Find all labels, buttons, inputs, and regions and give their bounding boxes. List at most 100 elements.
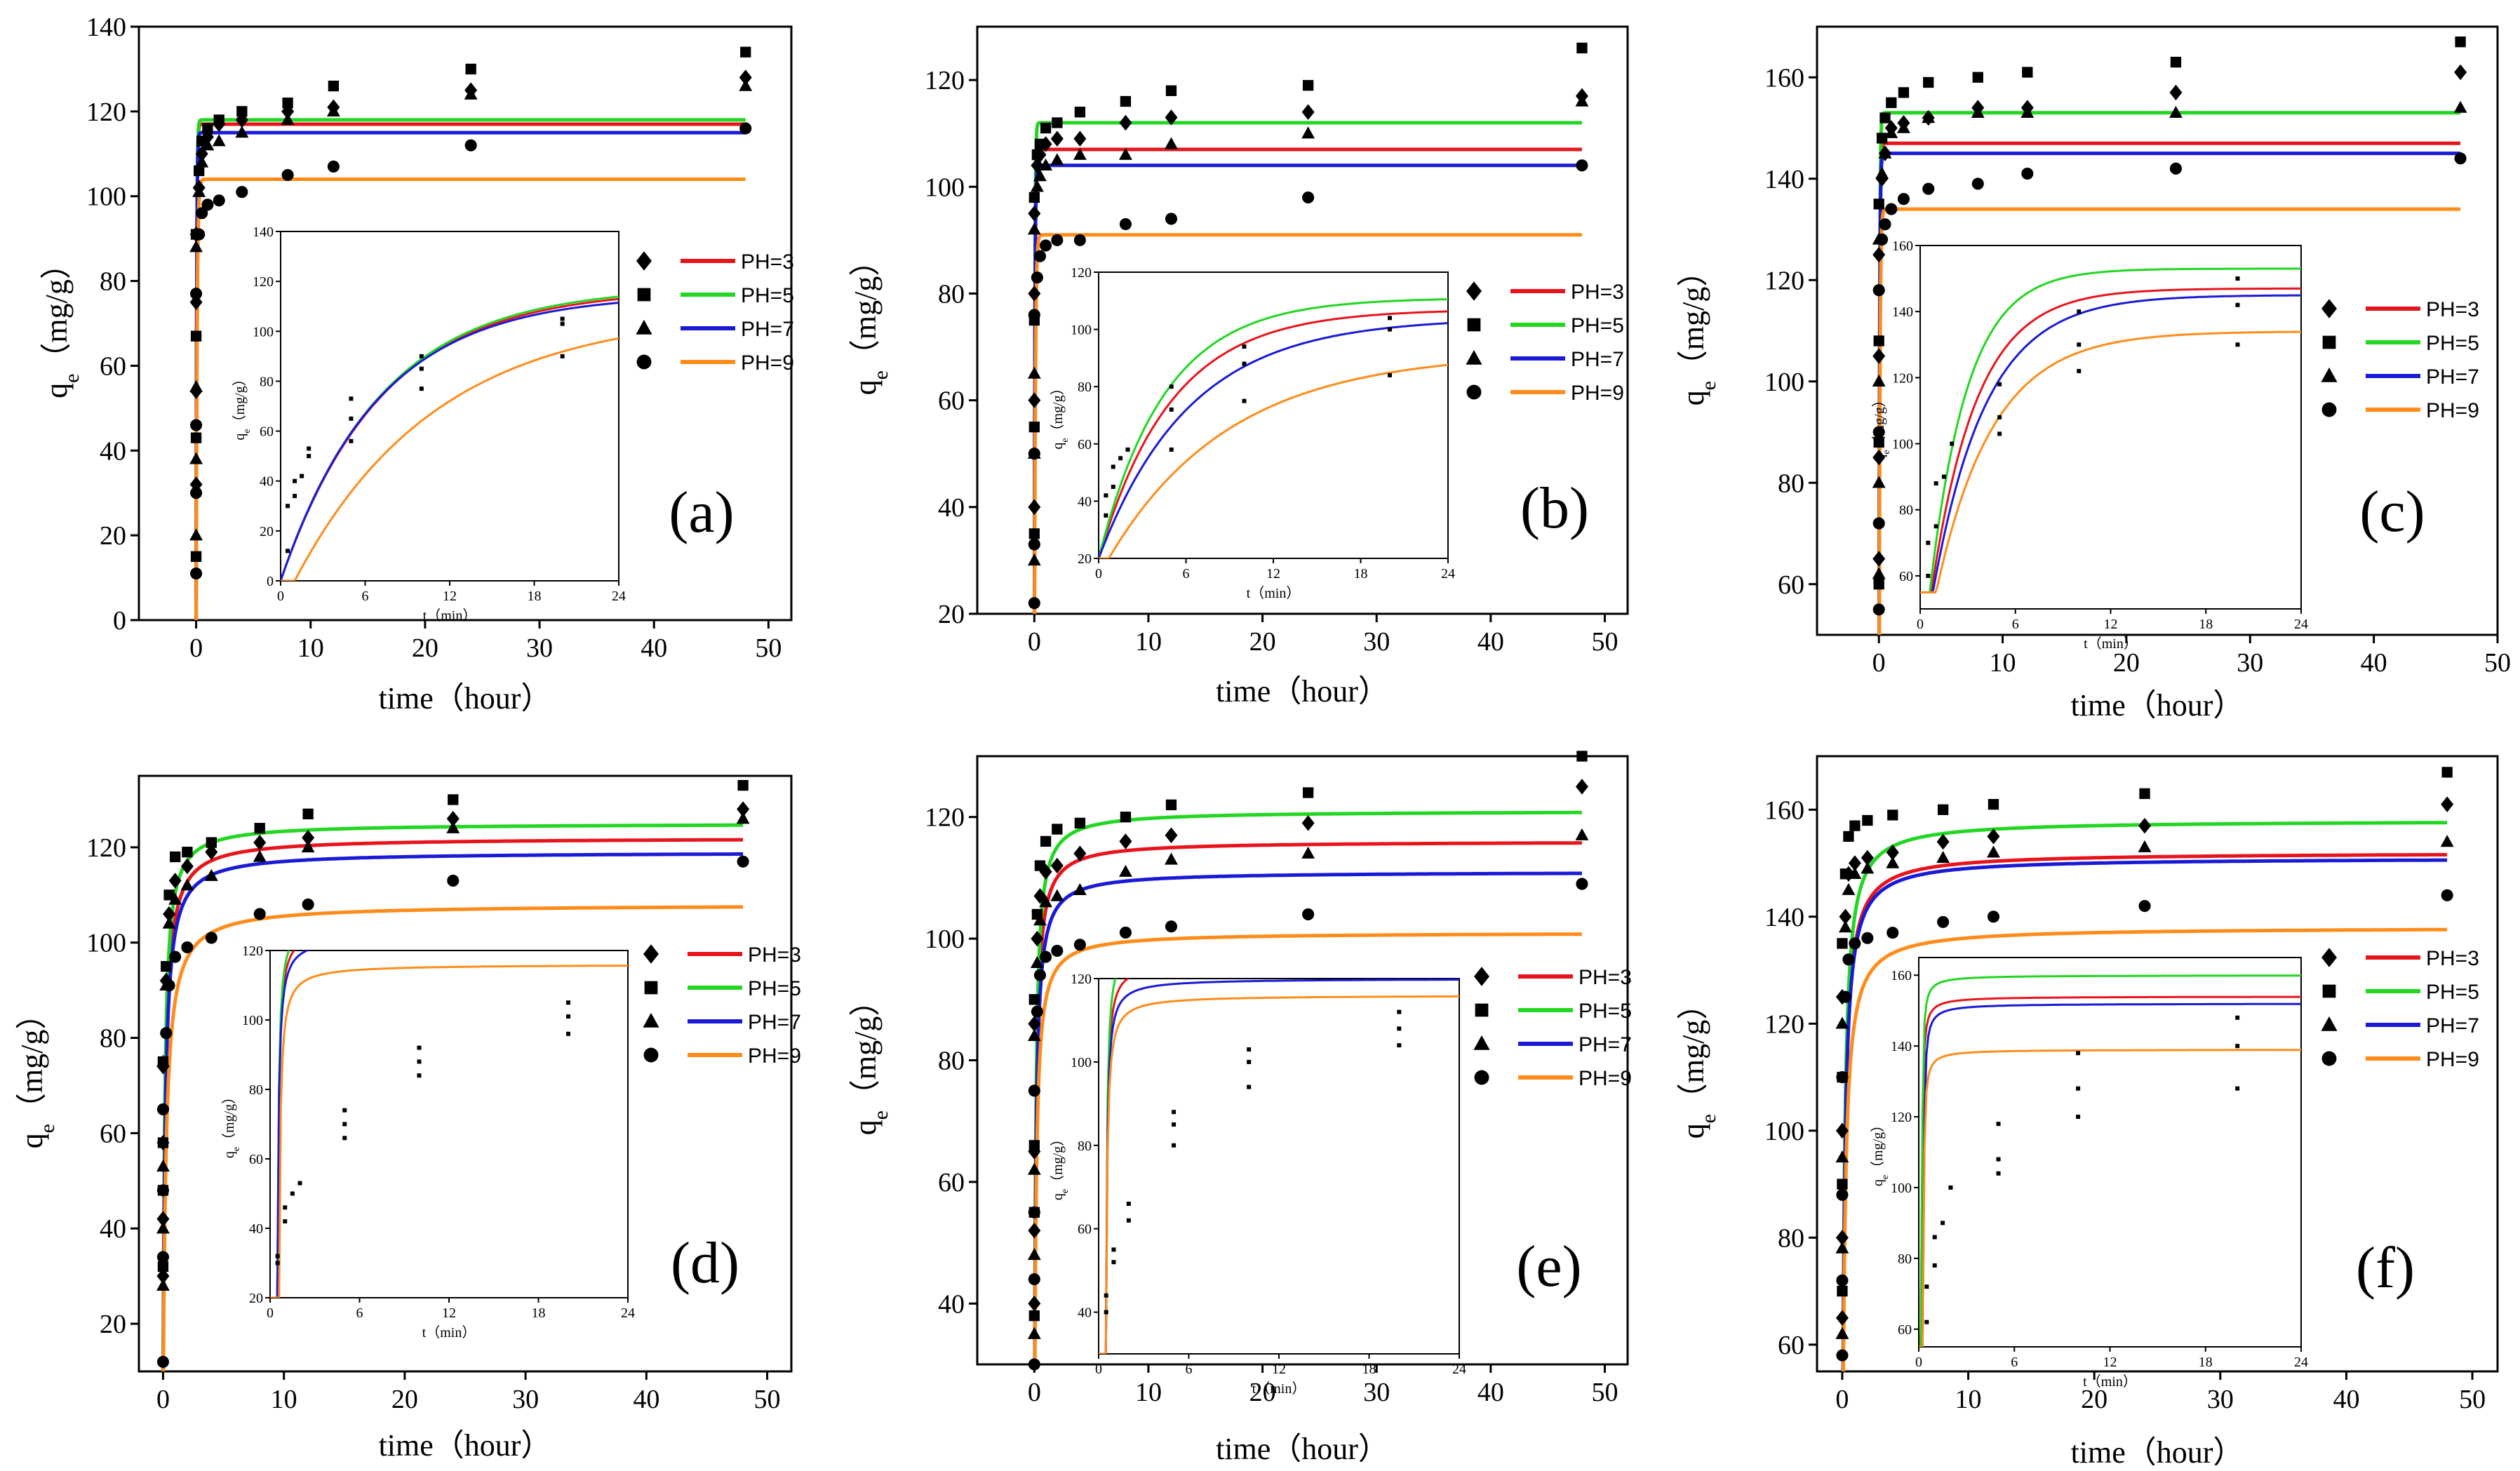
inset-fit-ph5 (1919, 974, 2301, 1347)
legend: PH=3 PH=5 PH=7 PH=9 (2321, 298, 2479, 422)
data-point-ph7 (1165, 852, 1178, 865)
data-point-ph5 (1120, 95, 1132, 107)
legend-marker-ph7 (1473, 1035, 1490, 1050)
inset-x-tick-label: 0 (267, 1305, 274, 1321)
inset-fit-ph9 (1099, 363, 1448, 558)
inset-data-point (417, 1073, 422, 1078)
fit-line-ph9 (194, 177, 746, 620)
data-point-ph7 (1073, 147, 1087, 160)
y-tick-label: 140 (86, 13, 126, 42)
inset-data-point (419, 387, 424, 391)
y-tick-label: 60 (100, 1119, 126, 1148)
data-point-ph7 (1884, 126, 1898, 138)
data-point-ph5 (1873, 335, 1884, 347)
y-tick-label: 40 (100, 1214, 126, 1244)
data-point-ph3 (1835, 1230, 1849, 1246)
data-point-ph9 (190, 567, 203, 580)
inset-data-point (1125, 447, 1130, 452)
data-point-ph7 (464, 87, 478, 100)
data-point-ph5 (1031, 149, 1043, 161)
data-point-ph9 (1028, 1206, 1040, 1218)
inset-data-point (1933, 481, 1938, 486)
inset-data-point (1169, 384, 1174, 389)
inset-data-point (342, 1136, 347, 1141)
panel-label: (d) (671, 1230, 739, 1296)
data-point-ph5 (465, 63, 476, 75)
legend-label: PH=3 (1579, 966, 1632, 989)
inset-x-tick-label: 12 (1266, 566, 1280, 582)
y-axis-title-q: q (848, 1120, 883, 1135)
data-point-ph9 (1836, 1274, 1849, 1287)
data-points (1835, 767, 2454, 1362)
legend: PH=3 PH=5 PH=7 PH=9 (1473, 966, 1632, 1090)
inset-data-point (1996, 1171, 2001, 1176)
inset-data-point (307, 446, 311, 451)
inset-points (1924, 1015, 2240, 1324)
data-point-ph9 (1073, 939, 1086, 951)
data-point-ph5 (1887, 810, 1898, 821)
data-point-ph9 (181, 941, 194, 954)
inset-points (1926, 276, 2240, 578)
data-point-ph3 (1872, 348, 1886, 364)
data-point-ph3 (739, 69, 752, 86)
y-tick-label: 120 (1764, 1009, 1804, 1039)
data-point-ph9 (739, 122, 752, 135)
legend-label: PH=9 (2426, 399, 2479, 422)
y-axis-title-unit: （mg/g） (1676, 989, 1710, 1114)
data-point-ph5 (236, 106, 248, 117)
inset-y-tick-label: 140 (1892, 304, 1913, 320)
y-tick-label: 60 (1778, 570, 1804, 600)
data-point-ph9 (1028, 448, 1040, 460)
inset-x-axis-title: t（min） (422, 1324, 476, 1341)
inset-data-point (419, 354, 424, 358)
data-point-ph3 (1575, 779, 1588, 795)
data-point-ph5 (1028, 1140, 1040, 1151)
data-point-ph5 (302, 808, 314, 819)
data-points (1872, 36, 2467, 616)
inset-x-axis-title: t（min） (1252, 1381, 1306, 1397)
data-point-ph3 (1028, 1223, 1041, 1239)
x-axis-title: time（hour） (2071, 688, 2244, 723)
x-tick-label: 20 (1249, 1378, 1276, 1407)
y-axis-title-unit: （mg/g） (1676, 256, 1710, 381)
y-tick-label: 100 (925, 173, 965, 202)
inset-y-tick-label: 40 (260, 474, 274, 490)
fit-line-ph9 (1842, 927, 2448, 1371)
data-point-ph9 (1165, 920, 1178, 933)
data-point-ph5 (1028, 192, 1040, 203)
data-point-ph7 (1030, 180, 1044, 192)
inset-data-point (1932, 1235, 1937, 1240)
data-point-ph7 (1835, 1326, 1849, 1339)
inset-data-point (1118, 456, 1123, 461)
inset-data-point (2235, 342, 2240, 347)
fit-line-ph5 (194, 118, 746, 620)
inset-data-point (283, 1219, 288, 1224)
data-point-ph7 (301, 840, 315, 853)
inset-data-point (283, 1205, 288, 1210)
data-point-ph5 (194, 165, 205, 177)
data-point-ph9 (464, 139, 477, 152)
inset-data-point (2235, 302, 2240, 307)
legend-label: PH=5 (748, 977, 801, 1000)
data-point-ph3 (253, 834, 267, 851)
data-point-ph5 (2441, 767, 2453, 778)
data-point-ph9 (156, 1355, 169, 1368)
inset-data-point (2235, 276, 2240, 281)
data-point-ph3 (168, 873, 182, 889)
data-point-ph3 (1073, 130, 1087, 147)
inset-x-axis-title: t（min） (2084, 636, 2138, 652)
x-axis-title: time（hour） (1216, 1432, 1389, 1466)
data-point-ph7 (1897, 121, 1910, 133)
inset-x-tick-label: 18 (2199, 617, 2213, 632)
inset-y-title-q: q (1870, 1179, 1886, 1186)
data-point-ph7 (1050, 889, 1064, 901)
inset-x-tick-label: 18 (532, 1305, 546, 1321)
data-point-ph5 (1839, 868, 1851, 880)
inset-data-point (1926, 540, 1931, 545)
inset-data-point (342, 1108, 347, 1113)
data-point-ph9 (1576, 159, 1588, 172)
data-point-ph3 (2138, 817, 2152, 834)
inset-y-title-unit: （mg/g） (1871, 393, 1887, 450)
data-point-ph7 (1033, 169, 1047, 182)
inset-x-tick-label: 12 (442, 1305, 456, 1321)
